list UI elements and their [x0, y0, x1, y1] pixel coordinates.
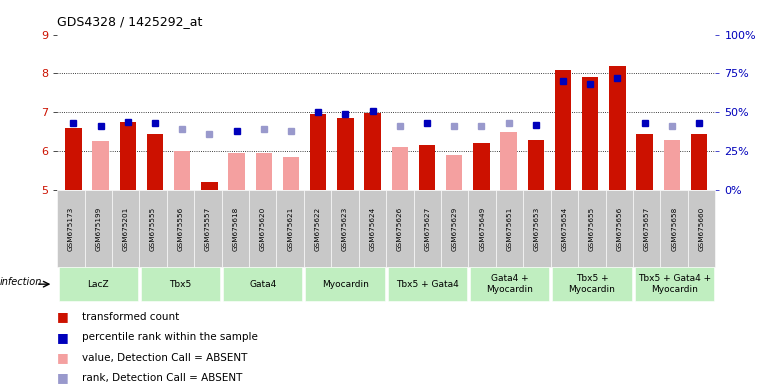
Text: Tbx5 + Gata4: Tbx5 + Gata4	[396, 280, 459, 289]
Text: LacZ: LacZ	[88, 280, 109, 289]
Text: GSM675623: GSM675623	[342, 206, 348, 251]
Bar	[310, 114, 326, 190]
Bar	[446, 155, 463, 190]
Bar	[610, 66, 626, 190]
Text: rank, Detection Call = ABSENT: rank, Detection Call = ABSENT	[82, 373, 243, 383]
Bar	[174, 151, 190, 190]
Bar	[228, 153, 245, 190]
Text: GSM675656: GSM675656	[616, 206, 622, 251]
Bar	[555, 70, 572, 190]
Text: infection: infection	[0, 277, 43, 287]
Text: GSM675655: GSM675655	[589, 206, 595, 251]
Bar	[283, 157, 299, 190]
Text: value, Detection Call = ABSENT: value, Detection Call = ABSENT	[82, 353, 247, 362]
Text: GSM675557: GSM675557	[205, 206, 211, 251]
Bar	[92, 141, 109, 190]
Text: GSM675653: GSM675653	[534, 206, 540, 251]
Text: GSM675556: GSM675556	[177, 206, 183, 251]
Text: ■: ■	[57, 331, 68, 344]
Text: GSM675201: GSM675201	[123, 206, 129, 251]
Bar	[527, 139, 544, 190]
Text: GSM675660: GSM675660	[699, 206, 705, 251]
Bar	[201, 182, 218, 190]
Text: Tbx5: Tbx5	[170, 280, 192, 289]
Bar	[419, 146, 435, 190]
Text: GSM675654: GSM675654	[562, 206, 568, 251]
Text: GSM675620: GSM675620	[260, 206, 266, 251]
Bar	[65, 128, 81, 190]
Text: Tbx5 +
Myocardin: Tbx5 + Myocardin	[568, 275, 616, 294]
Text: Gata4: Gata4	[249, 280, 276, 289]
Bar	[636, 134, 653, 190]
Text: GSM675626: GSM675626	[397, 206, 403, 251]
Text: GSM675658: GSM675658	[671, 206, 677, 251]
Text: GSM675618: GSM675618	[232, 206, 238, 251]
Bar	[337, 118, 354, 190]
Bar	[501, 132, 517, 190]
Text: GSM675199: GSM675199	[95, 206, 101, 251]
Bar	[664, 139, 680, 190]
Text: GSM675173: GSM675173	[68, 206, 74, 251]
Text: GSM675657: GSM675657	[644, 206, 650, 251]
Text: GSM675627: GSM675627	[425, 206, 431, 251]
Bar	[119, 122, 136, 190]
Text: GSM675622: GSM675622	[314, 206, 320, 251]
Bar	[582, 77, 598, 190]
Text: GSM675621: GSM675621	[287, 206, 293, 251]
Text: GSM675651: GSM675651	[507, 206, 513, 251]
Text: Myocardin: Myocardin	[322, 280, 368, 289]
Text: ■: ■	[57, 351, 68, 364]
Text: GSM675649: GSM675649	[479, 206, 486, 251]
Text: ■: ■	[57, 371, 68, 384]
Bar	[365, 114, 380, 190]
Bar	[147, 134, 163, 190]
Text: Tbx5 + Gata4 +
Myocardin: Tbx5 + Gata4 + Myocardin	[638, 275, 711, 294]
Bar	[256, 153, 272, 190]
Bar	[392, 147, 408, 190]
Text: GDS4328 / 1425292_at: GDS4328 / 1425292_at	[57, 15, 202, 28]
Bar	[691, 134, 707, 190]
Text: percentile rank within the sample: percentile rank within the sample	[82, 332, 258, 342]
Text: GSM675624: GSM675624	[370, 206, 375, 251]
Text: transformed count: transformed count	[82, 312, 180, 322]
Text: ■: ■	[57, 310, 68, 323]
Text: GSM675629: GSM675629	[452, 206, 458, 251]
Bar	[473, 144, 489, 190]
Text: Gata4 +
Myocardin: Gata4 + Myocardin	[486, 275, 533, 294]
Text: GSM675555: GSM675555	[150, 206, 156, 251]
